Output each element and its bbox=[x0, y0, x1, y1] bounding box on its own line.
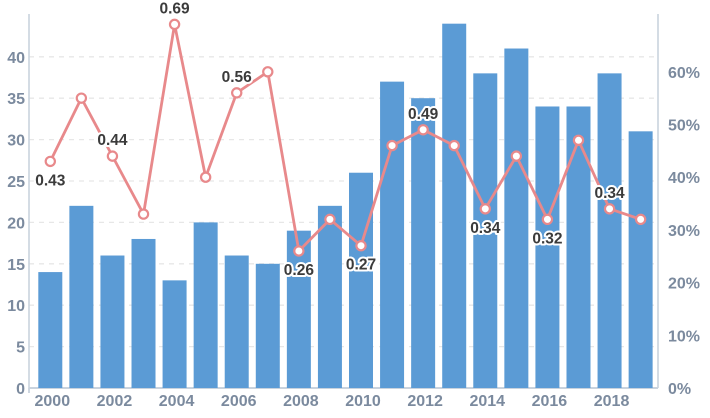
y-axis-right-label: 20% bbox=[668, 276, 700, 293]
data-label-2008: 0.26 bbox=[284, 262, 315, 279]
x-axis-label-2008: 2008 bbox=[283, 393, 319, 410]
line-point-2015[interactable] bbox=[510, 150, 523, 162]
line-point-2018[interactable] bbox=[603, 203, 616, 215]
y-axis-left-label: 15 bbox=[7, 257, 25, 274]
y-axis-left-label: 5 bbox=[16, 340, 25, 357]
y-axis-left-label: 20 bbox=[7, 215, 25, 232]
y-axis-right-label: 60% bbox=[668, 65, 700, 82]
y-axis-left-label: 25 bbox=[7, 174, 25, 191]
bar-2000[interactable] bbox=[38, 272, 63, 388]
x-axis-label-2016: 2016 bbox=[532, 393, 568, 410]
bar-2007[interactable] bbox=[255, 263, 280, 388]
bar-2002[interactable] bbox=[100, 255, 125, 388]
y-axis-right-label: 50% bbox=[668, 118, 700, 135]
bar-2017[interactable] bbox=[566, 106, 591, 388]
y-axis-right-label: 30% bbox=[668, 223, 700, 240]
bar-2001[interactable] bbox=[69, 205, 94, 388]
line-point-2007[interactable] bbox=[262, 66, 274, 78]
trend-line bbox=[48, 22, 643, 253]
line-point-2003[interactable] bbox=[137, 208, 150, 220]
x-axis-label-2014: 2014 bbox=[469, 393, 505, 410]
x-axis-label-2010: 2010 bbox=[345, 393, 381, 410]
line-point-2005[interactable] bbox=[199, 171, 212, 183]
bar-2003[interactable] bbox=[131, 238, 156, 388]
line-point-2019[interactable] bbox=[634, 213, 647, 226]
bar-2014[interactable] bbox=[473, 73, 498, 389]
data-label-2018: 0.34 bbox=[594, 185, 625, 202]
y-axis-right-label: 40% bbox=[668, 170, 700, 187]
y-axis-left-label: 40 bbox=[7, 50, 25, 67]
bar-2016[interactable] bbox=[535, 106, 560, 388]
x-axis-label-2002: 2002 bbox=[97, 393, 133, 410]
y-axis-right-label: 0% bbox=[668, 381, 691, 398]
bar-2019[interactable] bbox=[628, 131, 653, 388]
x-axis-label-2004: 2004 bbox=[159, 393, 195, 410]
line-point-2008[interactable] bbox=[293, 245, 305, 257]
bar-2009[interactable] bbox=[317, 205, 342, 388]
y-axis-right-label: 10% bbox=[668, 328, 700, 345]
line-point-2006[interactable] bbox=[231, 87, 243, 99]
x-axis-label-2000: 2000 bbox=[35, 393, 71, 410]
data-label-2016: 0.32 bbox=[532, 230, 562, 247]
data-label-2004: 0.69 bbox=[159, 0, 190, 17]
y-axis-left-label: 35 bbox=[7, 91, 25, 108]
line-point-2001[interactable] bbox=[75, 92, 88, 104]
bar-2008[interactable] bbox=[286, 230, 311, 388]
line-point-2009[interactable] bbox=[324, 213, 336, 226]
y-axis-left-label: 0 bbox=[16, 381, 25, 398]
data-label-2006: 0.56 bbox=[222, 69, 253, 86]
line-point-2004[interactable] bbox=[168, 18, 181, 31]
line-point-2017[interactable] bbox=[572, 134, 585, 147]
line-point-2014[interactable] bbox=[479, 203, 491, 215]
y-axis-left-label: 10 bbox=[7, 298, 25, 315]
line-point-2002[interactable] bbox=[106, 150, 119, 162]
bar-2011[interactable] bbox=[380, 81, 405, 388]
bar-2012[interactable] bbox=[411, 98, 436, 388]
line-point-2011[interactable] bbox=[386, 139, 398, 152]
bar-2006[interactable] bbox=[224, 255, 249, 388]
bar-2004[interactable] bbox=[162, 280, 187, 388]
data-label-2012: 0.49 bbox=[408, 106, 439, 123]
line-point-2000[interactable] bbox=[44, 155, 57, 168]
data-label-2000: 0.43 bbox=[35, 172, 66, 189]
line-point-2010[interactable] bbox=[355, 240, 367, 252]
x-axis-label-2006: 2006 bbox=[221, 393, 257, 410]
line-point-2012[interactable] bbox=[417, 124, 429, 136]
data-label-2010: 0.27 bbox=[346, 257, 376, 274]
line-point-2013[interactable] bbox=[448, 139, 460, 152]
line-point-2016[interactable] bbox=[541, 213, 554, 226]
bar-2018[interactable] bbox=[597, 73, 622, 389]
bar-2013[interactable] bbox=[442, 23, 467, 389]
bar-2015[interactable] bbox=[504, 48, 529, 389]
x-axis-label-2018: 2018 bbox=[594, 393, 630, 410]
x-axis-label-2012: 2012 bbox=[407, 393, 443, 410]
bar-2005[interactable] bbox=[193, 222, 218, 388]
data-label-2002: 0.44 bbox=[97, 132, 128, 149]
data-label-2014: 0.34 bbox=[470, 220, 501, 237]
bar-2010[interactable] bbox=[349, 172, 373, 388]
y-axis-left-label: 30 bbox=[7, 133, 25, 150]
